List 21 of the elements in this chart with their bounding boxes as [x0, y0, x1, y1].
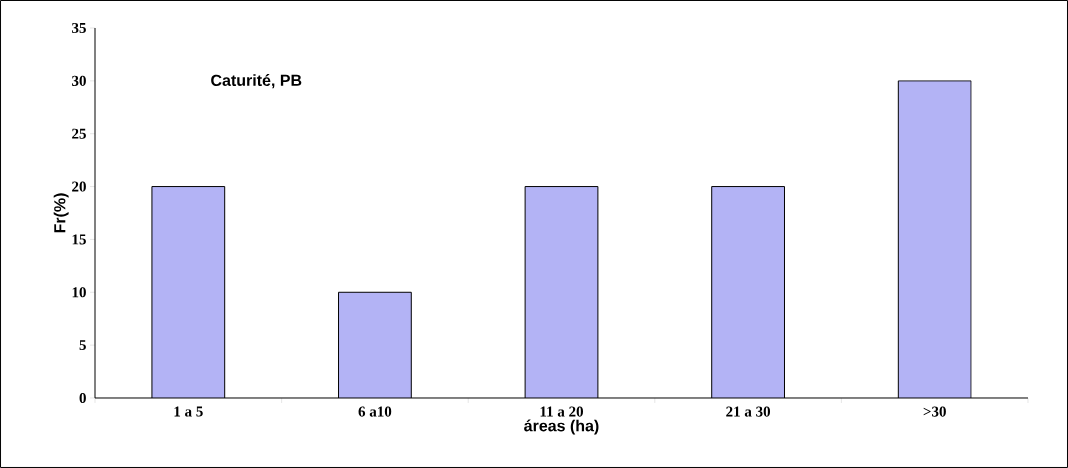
bar	[711, 186, 785, 398]
x-tick-label: >30	[923, 406, 946, 417]
x-tick-label: 11 a 20	[540, 406, 584, 417]
y-tick-label: 35	[72, 22, 86, 34]
y-tick-label: 30	[72, 75, 86, 86]
bar	[151, 186, 225, 398]
y-tick-label: 0	[79, 392, 86, 404]
y-tick-label: 15	[72, 234, 86, 245]
x-tick-label: 1 a 5	[174, 406, 203, 417]
x-tick-label: 21 a 30	[726, 406, 771, 417]
x-tick-label: 6 a10	[358, 406, 392, 417]
y-tick-label: 5	[79, 340, 86, 351]
bar	[525, 186, 598, 398]
x-axis-title: áreas (ha)	[524, 419, 599, 435]
y-axis-title: Fr(%)	[53, 193, 69, 233]
bar	[338, 292, 412, 398]
y-tick-label: 20	[72, 181, 86, 192]
y-tick-label: 25	[72, 128, 86, 139]
text: Caturité, PB	[211, 74, 302, 89]
y-tick-label: 10	[72, 287, 86, 298]
bar	[897, 80, 972, 398]
